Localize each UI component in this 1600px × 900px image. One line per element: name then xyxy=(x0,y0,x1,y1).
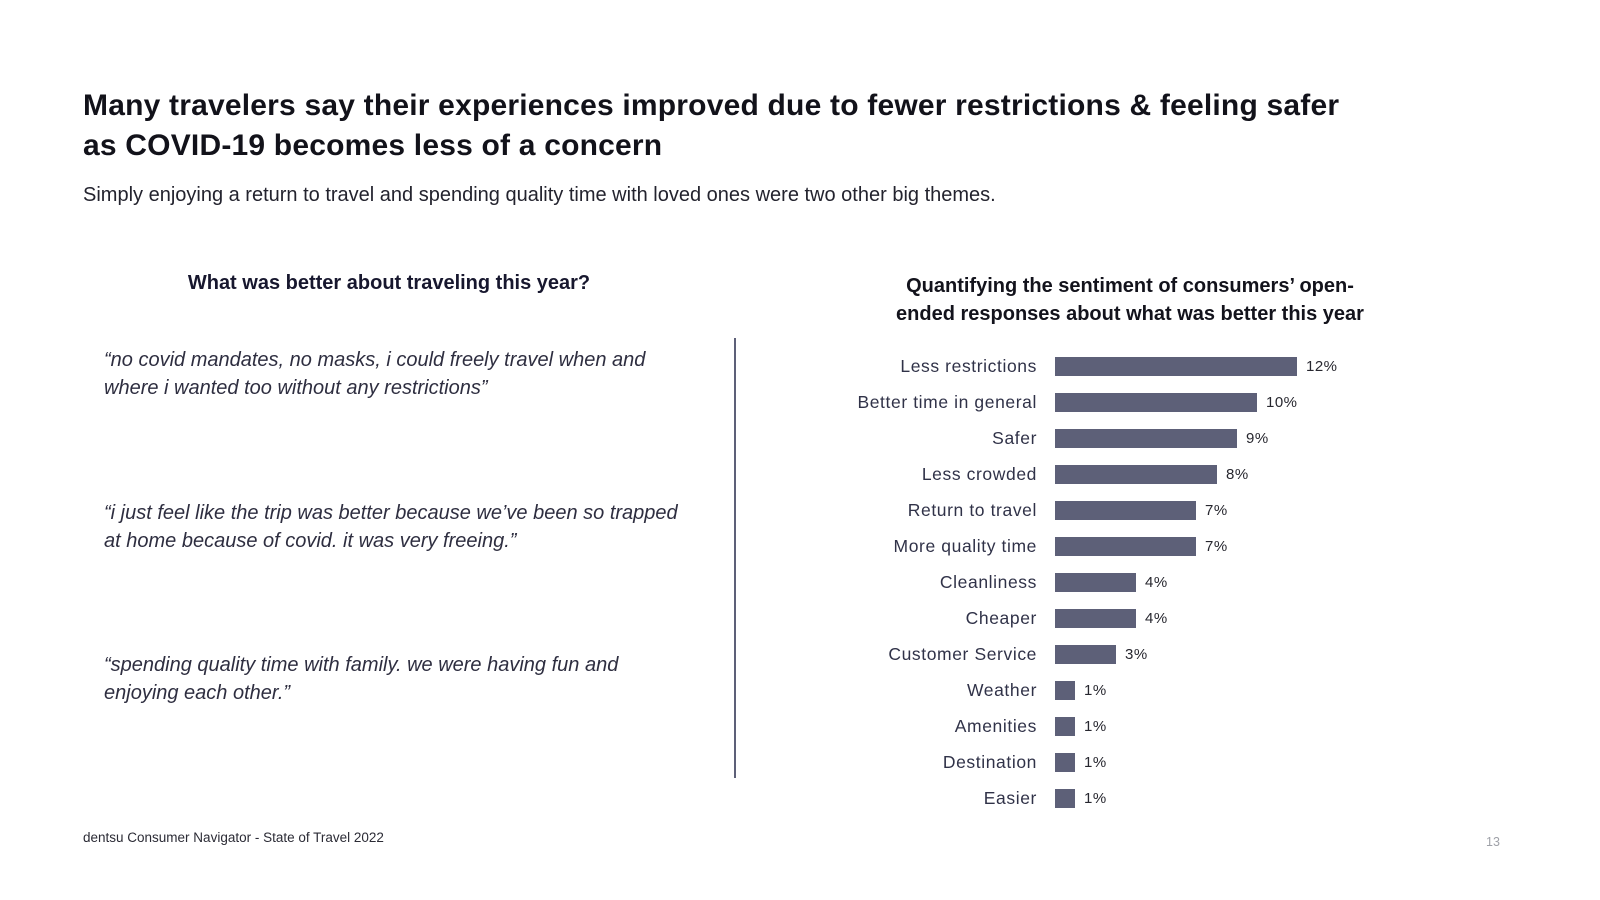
bar xyxy=(1055,716,1075,736)
bar-value-label: 1% xyxy=(1084,717,1107,735)
bar-category-label: Cleanliness xyxy=(939,571,1037,592)
bar-track: 8% xyxy=(1055,464,1249,484)
bar-track: 9% xyxy=(1055,428,1269,448)
bar-value-label: 8% xyxy=(1226,465,1249,483)
bar-track: 12% xyxy=(1055,356,1338,376)
chart-row: Better time in general 10% xyxy=(753,384,1453,420)
quote-2: “i just feel like the trip was better be… xyxy=(104,502,678,552)
bar xyxy=(1055,752,1075,772)
bar-track: 1% xyxy=(1055,788,1107,808)
footer-source: dentsu Consumer Navigator - State of Tra… xyxy=(83,830,384,845)
bar-track: 7% xyxy=(1055,536,1228,556)
vertical-divider xyxy=(734,338,736,778)
quote-3: “spending quality time with family. we w… xyxy=(104,654,619,704)
bar xyxy=(1055,644,1116,664)
chart-row: Destination 1% xyxy=(753,744,1453,780)
bar-category-label: Return to travel xyxy=(907,499,1037,520)
page-title-line-2: as COVID-19 becomes less of a concern xyxy=(83,129,663,162)
bar-value-label: 4% xyxy=(1145,573,1168,591)
bar-value-label: 9% xyxy=(1246,429,1269,447)
bar-category-label: Amenities xyxy=(954,715,1037,736)
quote-1: “no covid mandates, no masks, i could fr… xyxy=(104,349,646,399)
bar-track: 3% xyxy=(1055,644,1148,664)
bar xyxy=(1055,788,1075,808)
bar-category-label: Destination xyxy=(942,751,1037,772)
bar xyxy=(1055,608,1136,628)
bar xyxy=(1055,428,1237,448)
quotes-panel-heading: What was better about traveling this yea… xyxy=(187,272,591,294)
page-number: 13 xyxy=(1486,835,1500,849)
bar xyxy=(1055,392,1257,412)
bar xyxy=(1055,680,1075,700)
bar-track: 4% xyxy=(1055,572,1168,592)
chart-row: Weather 1% xyxy=(753,672,1453,708)
chart-row: Safer 9% xyxy=(753,420,1453,456)
bar-chart: Less restrictions 12% Better time in gener… xyxy=(753,348,1453,816)
chart-row: Customer Service 3% xyxy=(753,636,1453,672)
chart-title-line-1: Quantifying the sentiment of consumers’ … xyxy=(906,275,1354,297)
chart-row: Cheaper 4% xyxy=(753,600,1453,636)
bar-value-label: 7% xyxy=(1205,501,1228,519)
bar-value-label: 1% xyxy=(1084,753,1107,771)
bar-category-label: Less crowded xyxy=(921,463,1037,484)
bar xyxy=(1055,500,1196,520)
bar-category-label: Easier xyxy=(983,787,1037,808)
bar-track: 10% xyxy=(1055,392,1298,412)
bar-track: 4% xyxy=(1055,608,1168,628)
page-subtitle: Simply enjoying a return to travel and s… xyxy=(83,184,996,206)
bar-value-label: 1% xyxy=(1084,681,1107,699)
bar-value-label: 10% xyxy=(1266,393,1298,411)
bar-track: 1% xyxy=(1055,752,1107,772)
bar-category-label: Cheaper xyxy=(965,607,1037,628)
bar-value-label: 3% xyxy=(1125,645,1148,663)
chart-title-line-2: ended responses about what was better th… xyxy=(896,303,1364,325)
bar xyxy=(1055,464,1217,484)
bar-track: 7% xyxy=(1055,500,1228,520)
chart-row: Amenities 1% xyxy=(753,708,1453,744)
bar-track: 1% xyxy=(1055,680,1107,700)
bar xyxy=(1055,356,1297,376)
bar-category-label: Weather xyxy=(966,679,1037,700)
chart-row: Less restrictions 12% xyxy=(753,348,1453,384)
bar-category-label: Better time in general xyxy=(857,391,1037,412)
bar-value-label: 4% xyxy=(1145,609,1168,627)
chart-row: Easier 1% xyxy=(753,780,1453,816)
page-title: Many travelers say their experiences imp… xyxy=(83,86,1513,166)
chart-row: Cleanliness 4% xyxy=(753,564,1453,600)
chart-row: Return to travel 7% xyxy=(753,492,1453,528)
chart-row: More quality time 7% xyxy=(753,528,1453,564)
bar-value-label: 7% xyxy=(1205,537,1228,555)
bar xyxy=(1055,572,1136,592)
bar xyxy=(1055,536,1196,556)
bar-value-label: 12% xyxy=(1306,357,1338,375)
bar-value-label: 1% xyxy=(1084,789,1107,807)
bar-category-label: Safer xyxy=(992,427,1037,448)
chart-title: Quantifying the sentiment of consumers’ … xyxy=(846,272,1414,328)
bar-category-label: More quality time xyxy=(893,535,1037,556)
page-title-line-1: Many travelers say their experiences imp… xyxy=(83,89,1340,122)
bar-category-label: Less restrictions xyxy=(900,355,1037,376)
chart-row: Less crowded 8% xyxy=(753,456,1453,492)
bar-track: 1% xyxy=(1055,716,1107,736)
bar-category-label: Customer Service xyxy=(888,643,1037,664)
